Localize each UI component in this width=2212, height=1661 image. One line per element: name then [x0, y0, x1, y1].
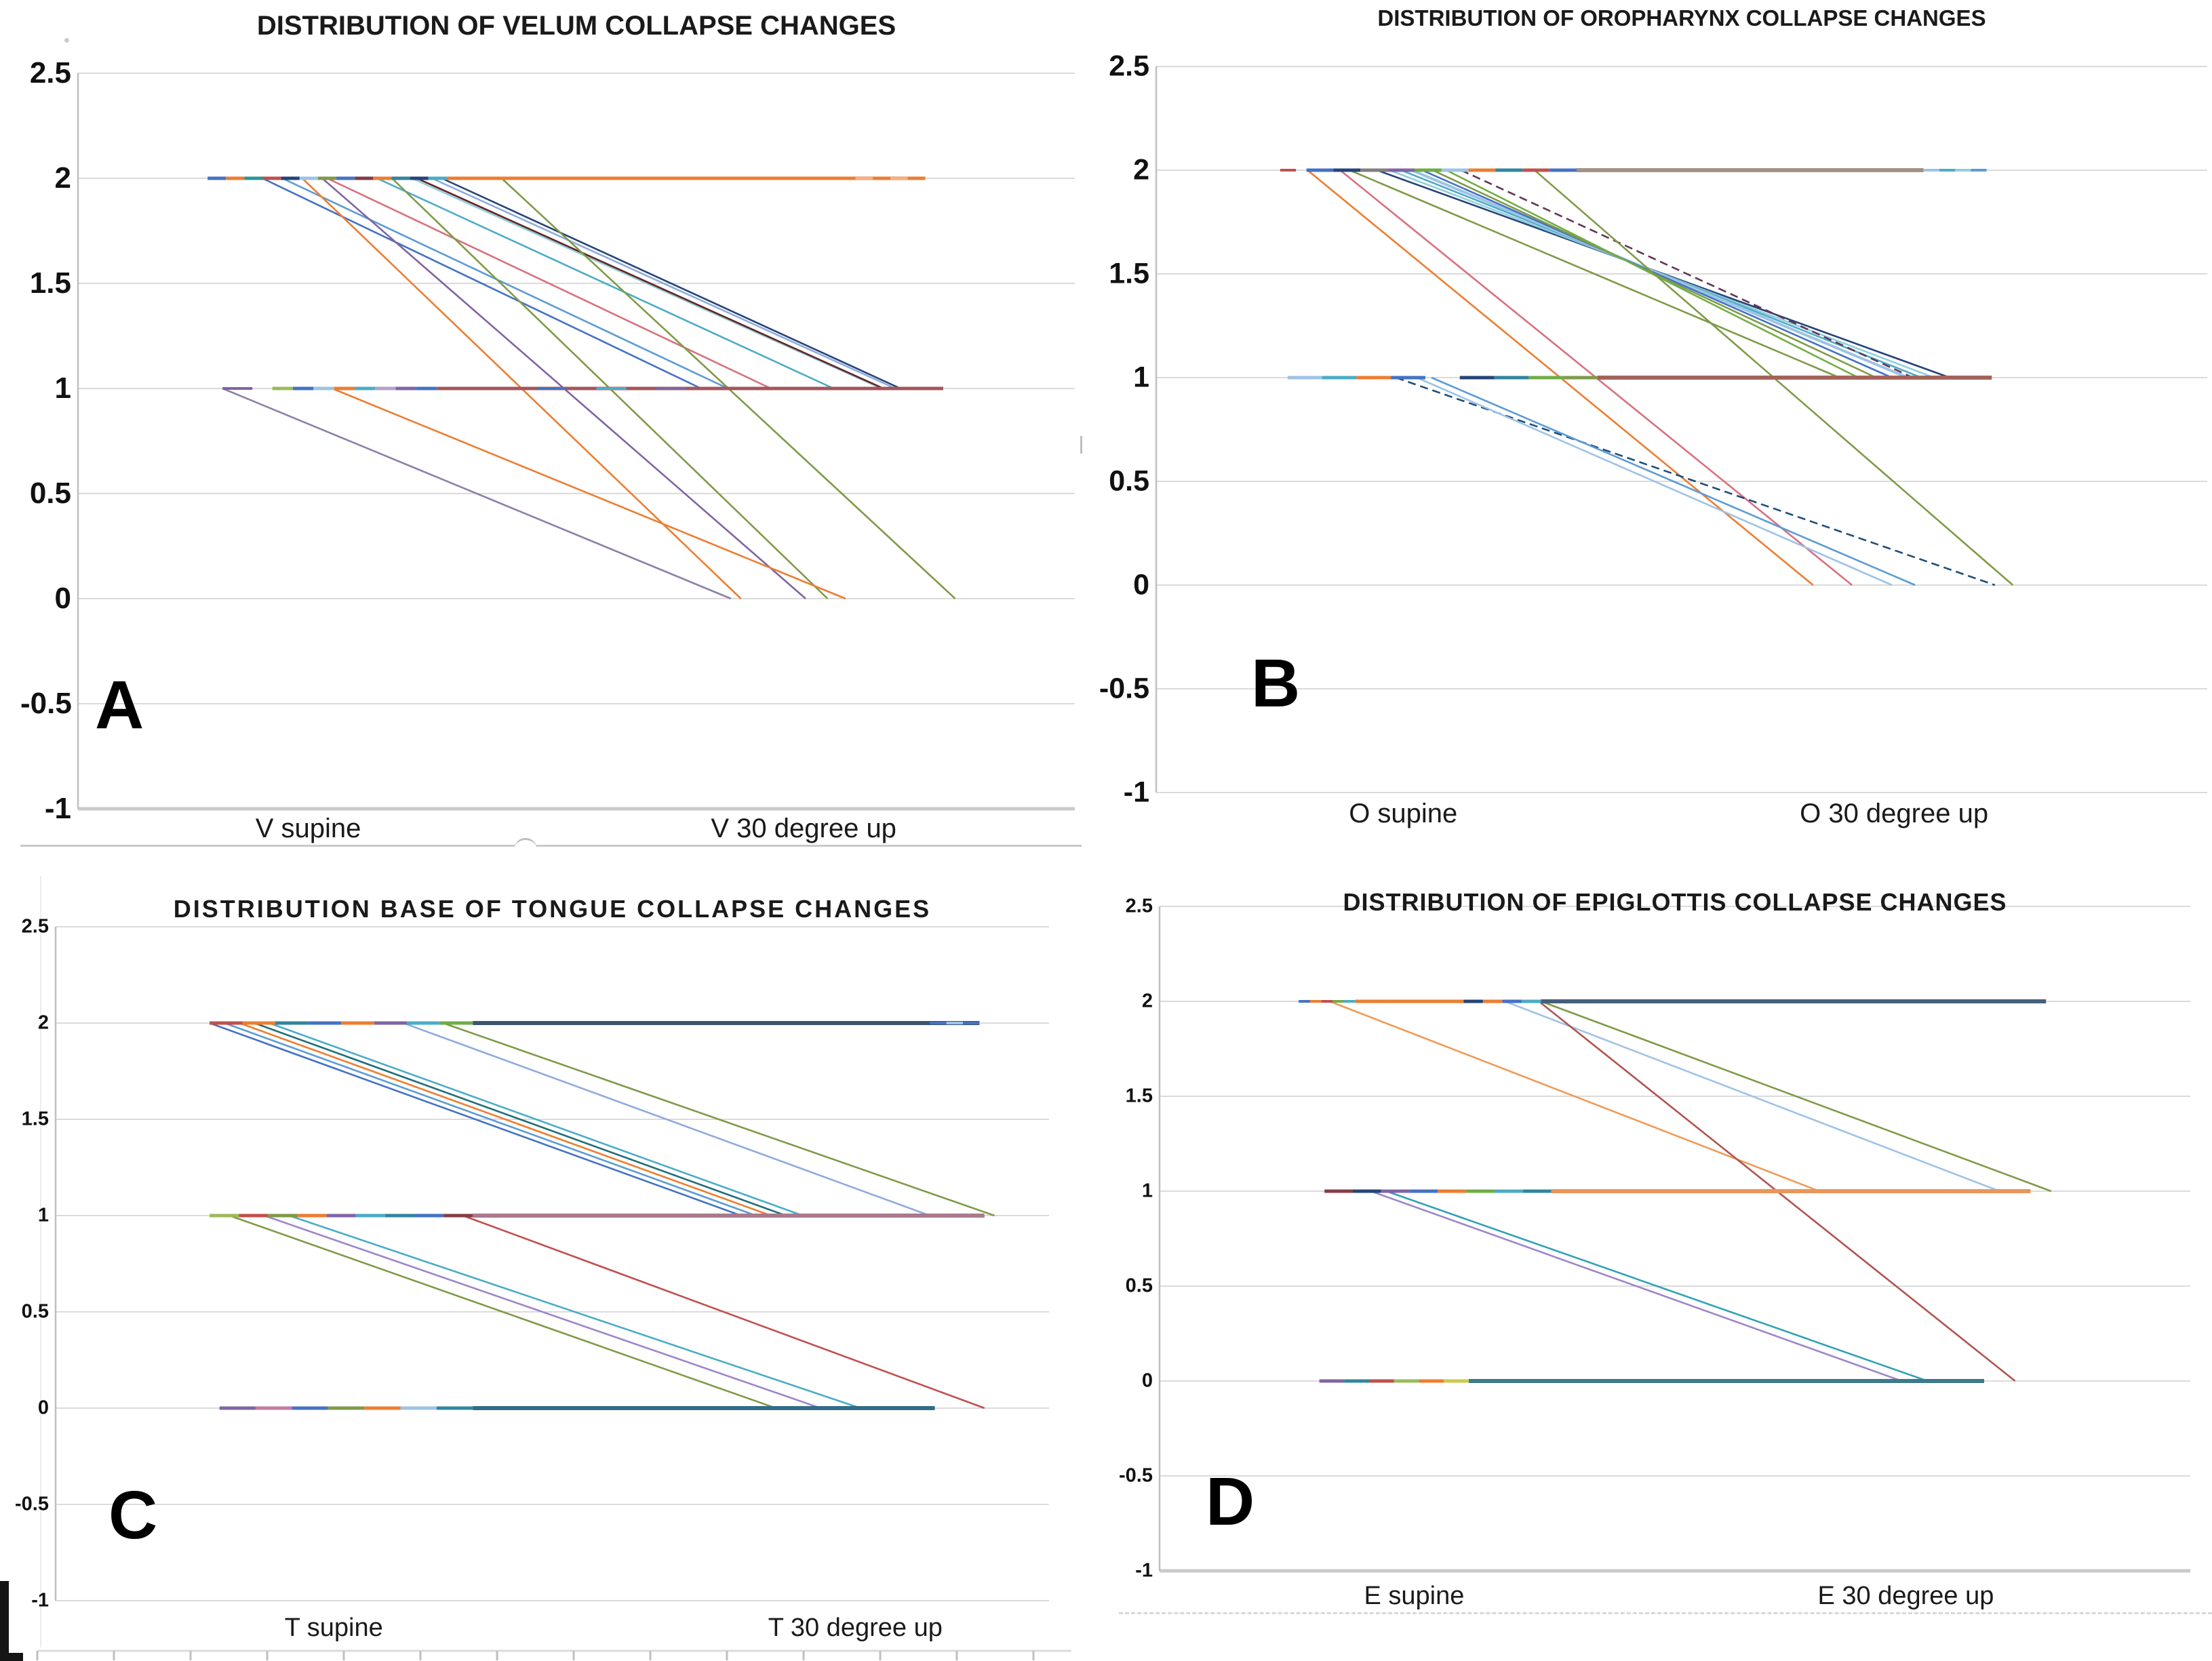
- y-tick-label: 0.5: [1125, 1275, 1153, 1297]
- panel-letter-b: B: [1251, 645, 1301, 721]
- y-tick-label: 2: [37, 1012, 49, 1034]
- tongue-base-x-label-supine: T supine: [284, 1614, 383, 1642]
- panel-letter-d: D: [1206, 1464, 1255, 1540]
- panel-letter-a: A: [95, 667, 144, 743]
- scan-artifact-gray-tick-mid-right-of-panel-a: [1080, 436, 1082, 454]
- epiglottis-x-label-30deg: E 30 degree up: [1817, 1582, 1994, 1610]
- y-tick-label: 1.5: [29, 266, 71, 300]
- y-tick-label: 2.5: [21, 915, 49, 938]
- y-tick-label: 1.5: [21, 1108, 49, 1130]
- y-tick-label: 0: [37, 1397, 49, 1419]
- panel-a-bottom-notch: [514, 838, 537, 849]
- scan-artifact-gray-dot-top-left: [64, 38, 69, 43]
- panel-oropharynx-chart: DISTRIBUTION OF OROPHARYNX COLLAPSE CHAN…: [1085, 0, 2212, 841]
- y-tick-label: 1: [1141, 1180, 1153, 1202]
- y-tick-label: 2.5: [1125, 895, 1153, 917]
- panel-epiglottis-chart: DISTRIBUTION OF EPIGLOTTIS COLLAPSE CHAN…: [1119, 868, 2212, 1661]
- epiglottis-x-label-supine: E supine: [1364, 1582, 1465, 1610]
- tongue-base-x-label-30deg: T 30 degree up: [768, 1614, 943, 1642]
- y-tick-label: 1: [1133, 361, 1149, 394]
- y-tick-label: -1: [1123, 776, 1149, 809]
- y-tick-label: 2: [1141, 990, 1153, 1012]
- panel-tongue-base-chart: DISTRIBUTION BASE OF TONGUE COLLAPSE CHA…: [14, 862, 1078, 1661]
- velum-x-label-supine: V supine: [255, 814, 361, 843]
- y-tick-label: 1: [37, 1204, 49, 1226]
- y-tick-label: -0.5: [1119, 1464, 1153, 1487]
- y-tick-label: 2.5: [29, 56, 71, 89]
- velum-slope-plot: [77, 73, 1075, 811]
- y-tick-label: -0.5: [20, 687, 72, 720]
- y-tick-label: -0.5: [15, 1493, 49, 1515]
- y-tick-label: -1: [1135, 1559, 1153, 1582]
- y-tick-label: 1: [54, 372, 71, 405]
- oropharynx-x-label-30deg: O 30 degree up: [1800, 799, 1989, 828]
- y-tick-label: 1.5: [1109, 257, 1149, 290]
- y-tick-label: -1: [31, 1589, 49, 1612]
- epiglottis-slope-plot: [1158, 906, 2190, 1573]
- velum-x-label-30deg: V 30 degree up: [711, 814, 896, 843]
- oropharynx-chart-title: DISTRIBUTION OF OROPHARYNX COLLAPSE CHAN…: [1377, 5, 1986, 31]
- scan-artifact-black-bar-bottom-left: [0, 1581, 9, 1661]
- y-tick-label: 1.5: [1125, 1085, 1153, 1107]
- panel-letter-c: C: [108, 1477, 158, 1553]
- tongue-base-chart-title: DISTRIBUTION BASE OF TONGUE COLLAPSE CHA…: [173, 895, 932, 923]
- epiglottis-chart-title: DISTRIBUTION OF EPIGLOTTIS COLLAPSE CHAN…: [1343, 888, 2007, 916]
- panel-d-bottom-dotted-rule: [1119, 1612, 2212, 1614]
- y-tick-label: -0.5: [1099, 672, 1149, 705]
- y-tick-label: 2.5: [1109, 49, 1149, 83]
- oropharynx-x-label-supine: O supine: [1349, 799, 1458, 828]
- velum-chart-title: DISTRIBUTION OF VELUM COLLAPSE CHANGES: [256, 11, 896, 41]
- panel-velum-chart: DISTRIBUTION OF VELUM COLLAPSE CHANGES V…: [20, 5, 1082, 877]
- y-tick-label: 0.5: [21, 1300, 49, 1323]
- y-tick-label: 0: [1141, 1369, 1153, 1392]
- y-tick-label: 0: [1133, 568, 1149, 601]
- panel-a-frame-bottom: [20, 845, 1082, 847]
- y-tick-label: 0.5: [1109, 464, 1149, 498]
- oropharynx-slope-plot: [1155, 66, 2207, 793]
- y-tick-label: 0: [54, 582, 71, 615]
- tongue-base-slope-plot: [36, 876, 1071, 1660]
- y-tick-label: 2: [1133, 153, 1149, 186]
- y-tick-label: 2: [54, 161, 71, 195]
- scan-artifact-black-mark-bottom-left: [0, 1653, 23, 1661]
- y-tick-label: 0.5: [29, 477, 71, 510]
- y-tick-label: -1: [44, 792, 71, 825]
